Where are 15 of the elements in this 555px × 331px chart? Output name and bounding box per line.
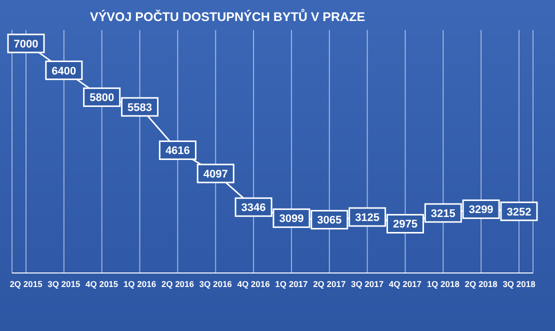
x-tick-label: 3Q 2018 bbox=[502, 279, 536, 290]
x-tick-label: 4Q 2016 bbox=[237, 279, 270, 290]
x-tick-label: 2Q 2018 bbox=[464, 279, 498, 290]
x-tick-label: 4Q 2015 bbox=[86, 279, 118, 290]
x-tick-label: 1Q 2017 bbox=[275, 279, 308, 290]
x-tick-label: 2Q 2017 bbox=[313, 279, 346, 290]
x-tick-label: 1Q 2016 bbox=[123, 279, 156, 290]
x-tick-label: 3Q 2016 bbox=[199, 279, 232, 290]
x-tick-label: 4Q 2017 bbox=[388, 279, 422, 290]
x-tick-label: 1Q 2018 bbox=[426, 279, 460, 290]
x-tick-label: 3Q 2015 bbox=[48, 279, 80, 290]
chart-title: VÝVOJ POČTU DOSTUPNÝCH BYTŮ V PRAZE bbox=[90, 10, 366, 24]
x-tick-label: 3Q 2017 bbox=[350, 279, 384, 290]
x-tick-label: 2Q 2015 bbox=[10, 279, 43, 290]
x-tick-label: 2Q 2016 bbox=[161, 279, 194, 290]
